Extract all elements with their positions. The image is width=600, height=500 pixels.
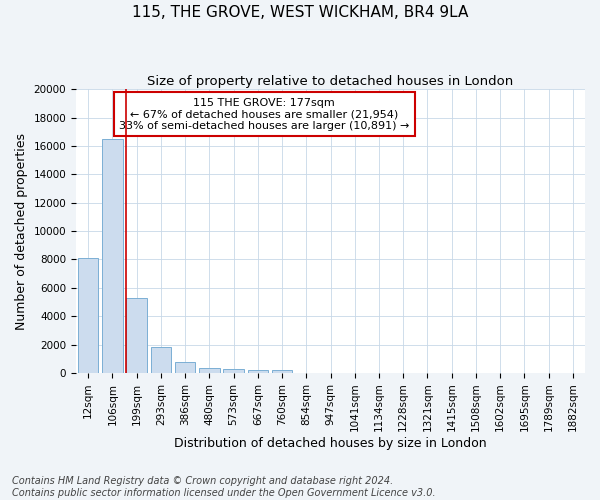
X-axis label: Distribution of detached houses by size in London: Distribution of detached houses by size …	[174, 437, 487, 450]
Bar	[127, 298, 147, 373]
Bar	[102, 139, 122, 373]
Bar	[272, 370, 292, 373]
Bar	[175, 362, 196, 373]
Bar	[199, 368, 220, 373]
Title: Size of property relative to detached houses in London: Size of property relative to detached ho…	[148, 75, 514, 88]
Bar	[248, 370, 268, 373]
Bar	[151, 346, 171, 373]
Bar	[223, 369, 244, 373]
Bar	[78, 258, 98, 373]
Y-axis label: Number of detached properties: Number of detached properties	[15, 132, 28, 330]
Text: Contains HM Land Registry data © Crown copyright and database right 2024.
Contai: Contains HM Land Registry data © Crown c…	[12, 476, 436, 498]
Text: 115 THE GROVE: 177sqm
← 67% of detached houses are smaller (21,954)
33% of semi-: 115 THE GROVE: 177sqm ← 67% of detached …	[119, 98, 410, 131]
Text: 115, THE GROVE, WEST WICKHAM, BR4 9LA: 115, THE GROVE, WEST WICKHAM, BR4 9LA	[132, 5, 468, 20]
